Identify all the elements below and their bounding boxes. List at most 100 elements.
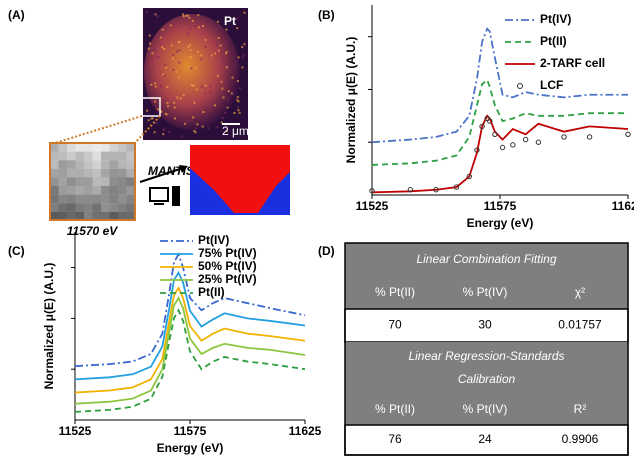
speckle-dot <box>216 126 218 128</box>
pixel <box>101 195 110 204</box>
pixel <box>84 169 93 178</box>
speckle-dot <box>218 50 220 52</box>
legend-label: Pt(IV) <box>198 233 229 247</box>
pixel <box>50 152 59 161</box>
pixel <box>59 143 68 152</box>
speckle-dot <box>160 85 162 87</box>
legend-label: LCF <box>540 78 563 92</box>
pixel <box>127 143 136 152</box>
speckle-dot <box>170 24 172 26</box>
pixel <box>84 177 93 186</box>
pixel <box>101 186 110 195</box>
speckle-dot <box>225 52 227 54</box>
speckle-dot <box>178 61 180 63</box>
speckle-dot <box>189 44 191 46</box>
speckle-dot <box>148 85 150 87</box>
pixel <box>101 152 110 161</box>
speckle-dot <box>220 45 222 47</box>
speckle-dot <box>193 130 195 132</box>
speckle-dot <box>225 29 227 31</box>
speckle-dot <box>214 104 216 106</box>
pixel <box>84 186 93 195</box>
speckle-dot <box>190 67 192 69</box>
speckle-dot <box>154 82 156 84</box>
speckle-dot <box>180 97 182 99</box>
energy-label: 11570 eV <box>67 224 118 238</box>
pixel <box>50 203 59 212</box>
pixel <box>127 195 136 204</box>
speckle-dot <box>176 96 178 98</box>
speckle-dot <box>188 17 190 19</box>
y-axis-label: Normalized μ(E) (A.U.) <box>42 263 56 390</box>
speckle-dot <box>241 46 243 48</box>
pixel <box>67 195 76 204</box>
legend-label: 75% Pt(IV) <box>198 246 257 260</box>
speckle-dot <box>164 63 166 65</box>
pixel <box>76 186 85 195</box>
speckle-dot <box>196 123 198 125</box>
pixel <box>50 186 59 195</box>
pixel <box>50 169 59 178</box>
pixel <box>118 195 127 204</box>
speckle-dot <box>194 25 196 27</box>
speckle-dot <box>195 128 197 130</box>
speckle-dot <box>156 15 158 17</box>
pixel <box>59 186 68 195</box>
speckle-dot <box>238 100 240 102</box>
speckle-dot <box>155 122 157 124</box>
pixel <box>127 169 136 178</box>
pixel <box>67 152 76 161</box>
legend-marker <box>518 84 523 89</box>
pixel <box>93 160 102 169</box>
speckle-dot <box>176 71 178 73</box>
x-tick-label: 11625 <box>612 199 634 213</box>
lcf-point <box>523 137 527 141</box>
speckle-dot <box>151 118 153 120</box>
speckle-dot <box>151 52 153 54</box>
y-axis-label: Normalized μ(E) (A.U.) <box>344 37 358 164</box>
speckle-dot <box>234 65 236 67</box>
speckle-dot <box>209 91 211 93</box>
speckle-dot <box>202 111 204 113</box>
speckle-dot <box>150 84 152 86</box>
speckle-dot <box>214 52 216 54</box>
speckle-dot <box>173 102 175 104</box>
table-cell: 70 <box>388 318 402 332</box>
speckle-dot <box>165 67 167 69</box>
chart-c: 115251157511625Energy (eV)Normalized μ(E… <box>42 232 322 455</box>
speckle-dot <box>146 11 148 13</box>
table-header: χ² <box>575 285 585 299</box>
speckle-dot <box>183 15 185 17</box>
table-header: % Pt(IV) <box>463 402 508 416</box>
speckle-dot <box>183 94 185 96</box>
speckle-dot <box>232 77 234 79</box>
speckle-dot <box>149 42 151 44</box>
speckle-dot <box>228 90 230 92</box>
pixel <box>110 186 119 195</box>
pixel <box>84 143 93 152</box>
legend-label: 50% Pt(IV) <box>198 259 257 273</box>
pixel <box>50 160 59 169</box>
speckle-dot <box>164 75 166 77</box>
speckle-dot <box>166 86 168 88</box>
pixel <box>76 160 85 169</box>
spectrum-line <box>372 80 628 165</box>
speckle-dot <box>209 86 211 88</box>
speckle-dot <box>148 119 150 121</box>
zoom-line <box>52 116 142 144</box>
speckle-dot <box>236 98 238 100</box>
speckle-dot <box>162 29 164 31</box>
table-header: % Pt(II) <box>375 402 415 416</box>
table-header: % Pt(II) <box>375 285 415 299</box>
speckle-dot <box>218 25 220 27</box>
pixel <box>59 195 68 204</box>
speckle-dot <box>198 26 200 28</box>
x-axis-label: Energy (eV) <box>467 216 534 230</box>
speckle-dot <box>178 49 180 51</box>
pixel <box>110 169 119 178</box>
pixel <box>76 143 85 152</box>
speckle-dot <box>174 107 176 109</box>
speckle-dot <box>244 12 246 14</box>
pixel <box>127 203 136 212</box>
pixel <box>101 160 110 169</box>
